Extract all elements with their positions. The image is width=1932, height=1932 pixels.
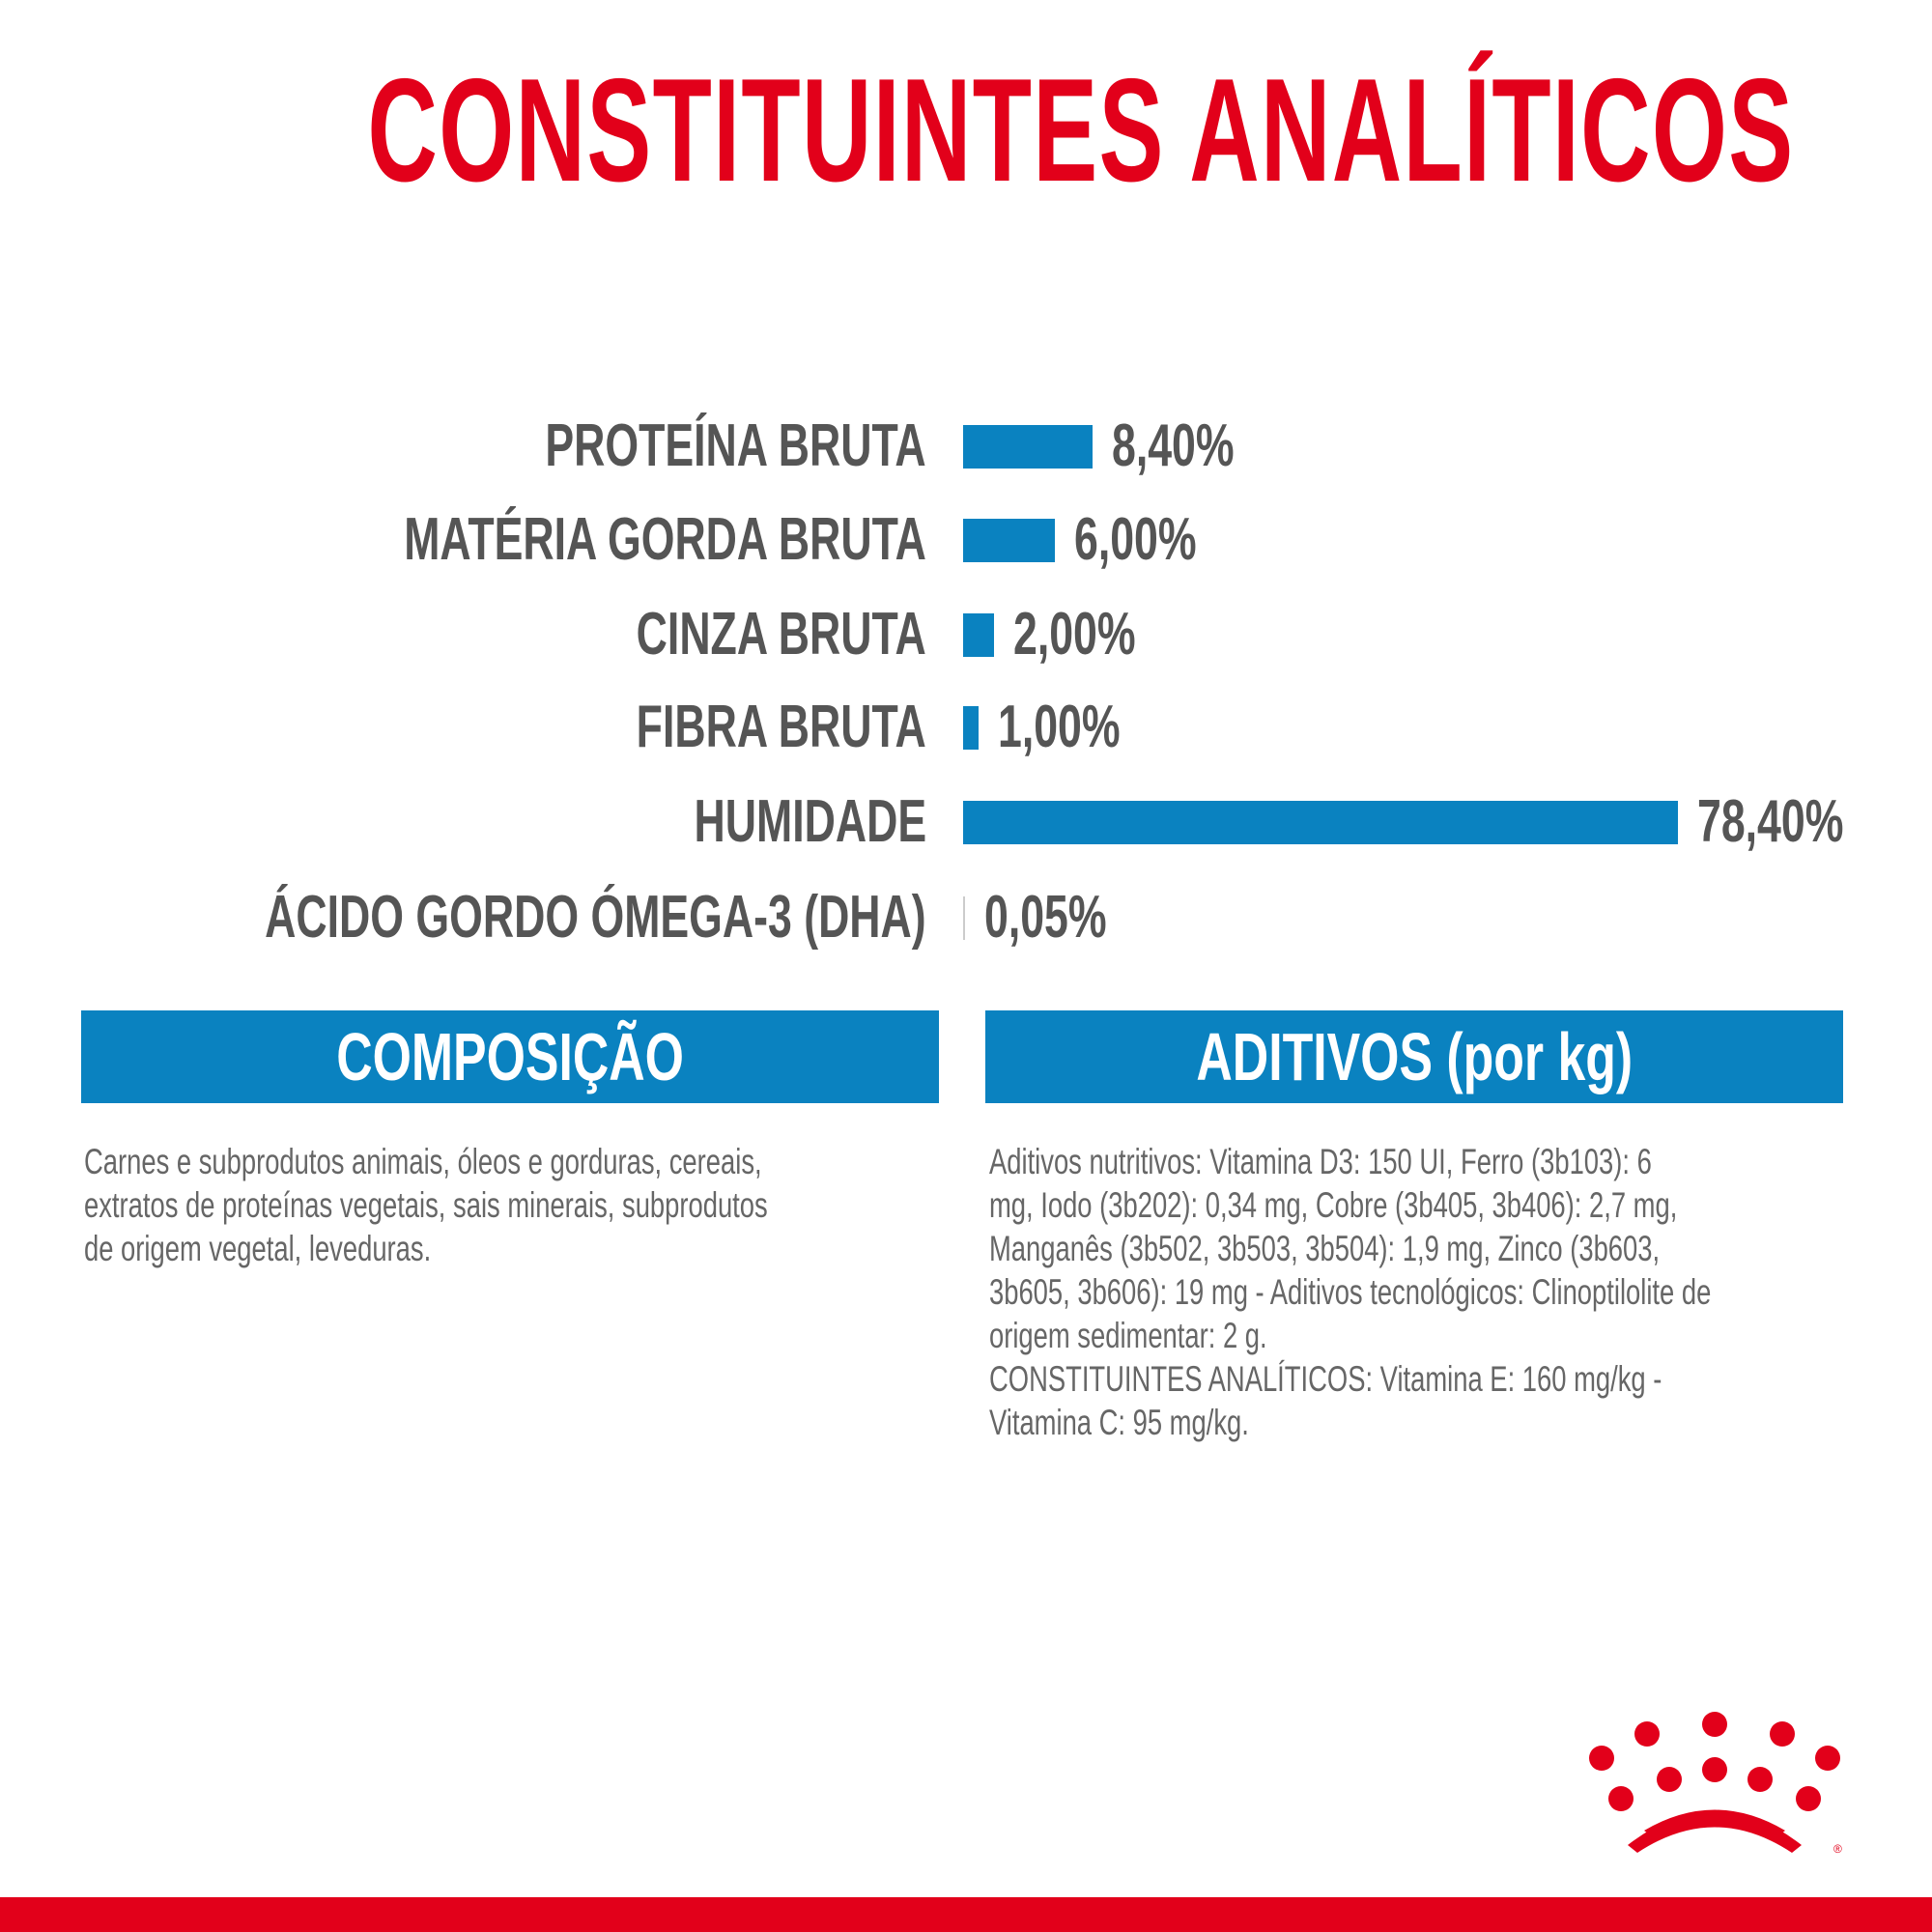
footer-bar [0,1897,1932,1932]
chart-row: ÁCIDO GORDO ÓMEGA-3 (DHA) 0,05% [0,884,1932,951]
composicao-heading: COMPOSIÇÃO [336,1019,684,1094]
bar-value-label: 78,40% [1697,788,1844,855]
chart-row: PROTEÍNA BRUTA 8,40% [0,412,1932,479]
composicao-header: COMPOSIÇÃO [81,1010,939,1103]
bar-label: PROTEÍNA BRUTA [545,412,926,479]
composicao-text: Carnes e subprodutos animais, óleos e go… [84,1140,1008,1270]
bar-label: MATÉRIA GORDA BRUTA [404,506,926,573]
bar-label: ÁCIDO GORDO ÓMEGA-3 (DHA) [265,884,926,951]
chart-row: CINZA BRUTA 2,00% [0,601,1932,668]
aditivos-heading: ADITIVOS (por kg) [1196,1019,1633,1094]
bar [963,896,965,940]
royal-canin-logo: ® [1589,1712,1842,1855]
text-line: Manganês (3b502, 3b503, 3b504): 1,9 mg, … [989,1229,1661,1268]
text-line: Aditivos nutritivos: Vitamina D3: 150 UI… [989,1142,1652,1181]
bar-value-label: 6,00% [1074,506,1197,573]
bar-value-label: 8,40% [1111,412,1235,479]
bar [963,706,979,750]
text-line: Vitamina C: 95 mg/kg. [989,1403,1249,1442]
bar [963,519,1056,562]
text-line: CONSTITUINTES ANALÍTICOS: Vitamina E: 16… [989,1359,1662,1399]
bar-label: CINZA BRUTA [636,601,926,668]
text-line: de origem vegetal, leveduras. [84,1229,432,1268]
text-line: mg, Iodo (3b202): 0,34 mg, Cobre (3b405,… [989,1185,1678,1225]
text-line: 3b605, 3b606): 19 mg - Aditivos tecnológ… [989,1272,1712,1312]
text-line: Carnes e subprodutos animais, óleos e go… [84,1142,762,1181]
chart-row: FIBRA BRUTA 1,00% [0,694,1932,760]
text-line: origem sedimentar: 2 g. [989,1316,1267,1355]
bar [963,801,1678,844]
text-line: extratos de proteínas vegetais, sais min… [84,1185,768,1225]
bar [963,425,1093,469]
bar-label: FIBRA BRUTA [636,694,926,760]
bar-value-label: 1,00% [997,694,1121,760]
bar-value-label: 0,05% [984,884,1107,951]
bar [963,613,994,657]
aditivos-header: ADITIVOS (por kg) [985,1010,1843,1103]
page-title: CONSTITUINTES ANALÍTICOS [367,48,1795,213]
aditivos-text: Aditivos nutritivos: Vitamina D3: 150 UI… [989,1140,1932,1444]
chart-row: HUMIDADE 78,40% [0,788,1932,855]
bar-label: HUMIDADE [694,788,926,855]
bar-value-label: 2,00% [1012,601,1136,668]
svg-text:®: ® [1833,1842,1842,1855]
chart-row: MATÉRIA GORDA BRUTA 6,00% [0,506,1932,573]
